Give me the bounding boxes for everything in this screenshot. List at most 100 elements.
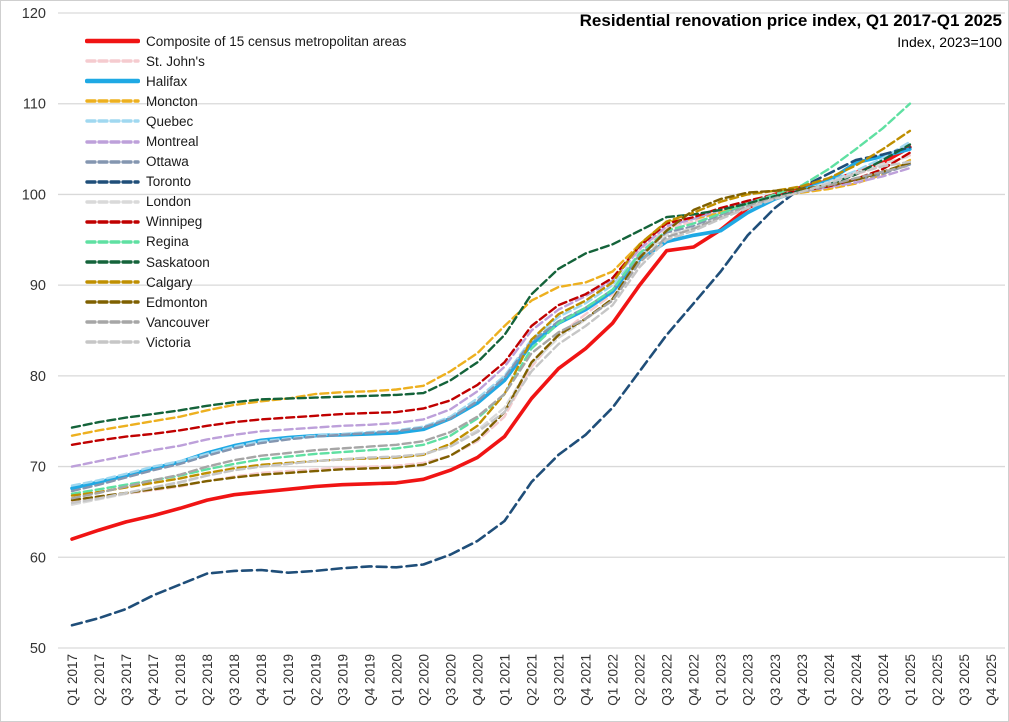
legend-item: Composite of 15 census metropolitan area… xyxy=(85,31,406,51)
legend-label: Saskatoon xyxy=(146,254,210,270)
x-tick-label: Q3 2018 xyxy=(227,654,242,706)
legend-item: Moncton xyxy=(85,91,406,111)
legend-line-icon xyxy=(85,139,140,144)
y-tick-label: 70 xyxy=(30,460,46,476)
legend-item: Ottawa xyxy=(85,152,406,172)
legend-label: Toronto xyxy=(146,174,192,190)
legend-line-icon xyxy=(85,340,140,345)
legend-item: Toronto xyxy=(85,172,406,192)
legend-line-icon xyxy=(85,119,140,124)
x-tick-label: Q3 2024 xyxy=(876,654,891,706)
y-tick-label: 50 xyxy=(30,641,46,657)
x-tick-label: Q1 2017 xyxy=(65,654,80,706)
x-tick-label: Q1 2020 xyxy=(389,654,404,706)
legend: Composite of 15 census metropolitan area… xyxy=(85,31,406,353)
legend-item: London xyxy=(85,192,406,212)
legend-item: Victoria xyxy=(85,332,406,352)
x-tick-label: Q3 2023 xyxy=(768,654,783,706)
x-tick-label: Q2 2017 xyxy=(92,654,107,706)
x-tick-label: Q4 2020 xyxy=(470,654,485,706)
x-tick-label: Q4 2021 xyxy=(579,654,594,706)
legend-item: Vancouver xyxy=(85,312,406,332)
x-tick-label: Q1 2025 xyxy=(903,654,918,706)
x-tick-label: Q2 2019 xyxy=(308,654,323,706)
x-tick-label: Q1 2019 xyxy=(281,654,296,706)
legend-label: Composite of 15 census metropolitan area… xyxy=(146,33,407,49)
legend-label: Winnipeg xyxy=(146,214,203,230)
legend-item: Halifax xyxy=(85,71,406,91)
legend-line-icon xyxy=(85,159,140,164)
x-tick-label: Q4 2025 xyxy=(984,654,999,706)
x-tick-label: Q4 2018 xyxy=(254,654,269,706)
legend-item: Montreal xyxy=(85,131,406,151)
x-tick-label: Q1 2023 xyxy=(714,654,729,706)
y-tick-label: 110 xyxy=(23,97,46,113)
x-tick-label: Q3 2019 xyxy=(335,654,350,706)
x-tick-label: Q2 2025 xyxy=(930,654,945,706)
x-tick-label: Q4 2017 xyxy=(146,654,161,706)
legend-line-icon xyxy=(85,59,140,63)
x-tick-label: Q3 2021 xyxy=(552,654,567,706)
x-tick-label: Q4 2023 xyxy=(795,654,810,706)
legend-label: London xyxy=(146,194,192,210)
legend-item: Calgary xyxy=(85,272,406,292)
legend-label: Moncton xyxy=(146,93,198,109)
legend-item: Winnipeg xyxy=(85,212,406,232)
x-tick-label: Q3 2022 xyxy=(660,654,675,706)
legend-item: Saskatoon xyxy=(85,252,406,272)
x-tick-label: Q2 2023 xyxy=(741,654,756,706)
x-tick-label: Q3 2020 xyxy=(443,654,458,706)
legend-label: Quebec xyxy=(146,113,194,129)
x-tick-label: Q1 2022 xyxy=(606,654,621,706)
legend-line-icon xyxy=(85,260,140,264)
y-tick-label: 100 xyxy=(22,187,46,203)
x-tick-label: Q2 2018 xyxy=(200,654,215,706)
y-tick-label: 80 xyxy=(30,369,46,385)
legend-label: Halifax xyxy=(146,73,188,89)
legend-line-icon xyxy=(85,99,140,104)
chart-title: Residential renovation price index, Q1 2… xyxy=(579,11,1002,30)
legend-item: Quebec xyxy=(85,111,406,131)
legend-item: Edmonton xyxy=(85,292,406,312)
x-tick-label: Q1 2021 xyxy=(497,654,512,706)
legend-label: Regina xyxy=(146,234,189,250)
legend-line-icon xyxy=(85,220,140,224)
x-tick-label: Q4 2022 xyxy=(687,654,702,706)
series-line-edmonton xyxy=(70,161,912,502)
x-tick-label: Q3 2025 xyxy=(957,654,972,706)
legend-line-icon xyxy=(85,200,140,204)
series-line-toronto xyxy=(70,146,912,627)
legend-label: Calgary xyxy=(146,274,193,290)
legend-line-icon xyxy=(85,300,140,304)
legend-item: Regina xyxy=(85,232,406,252)
x-tick-label: Q3 2017 xyxy=(119,654,134,706)
legend-line-icon xyxy=(85,320,140,325)
legend-label: Montreal xyxy=(146,134,199,150)
legend-line-icon xyxy=(85,78,140,84)
legend-label: Vancouver xyxy=(146,314,210,330)
legend-label: Ottawa xyxy=(146,154,189,170)
legend-line-icon xyxy=(85,38,140,44)
x-tick-label: Q1 2024 xyxy=(822,654,837,706)
chart-subtitle: Index, 2023=100 xyxy=(897,34,1002,50)
series-line-saskatoon xyxy=(70,143,912,429)
legend-label: Edmonton xyxy=(146,294,208,310)
legend-line-icon xyxy=(85,280,140,284)
title-block: Residential renovation price index, Q1 2… xyxy=(580,11,1002,50)
legend-label: Victoria xyxy=(146,334,191,350)
legend-line-icon xyxy=(85,180,140,184)
x-tick-label: Q2 2021 xyxy=(525,654,540,706)
x-tick-label: Q2 2020 xyxy=(416,654,431,706)
x-tick-label: Q2 2022 xyxy=(633,654,648,706)
x-tick-label: Q1 2018 xyxy=(173,654,188,706)
y-tick-label: 60 xyxy=(30,550,46,566)
y-tick-label: 90 xyxy=(30,278,46,294)
legend-item: St. John's xyxy=(85,51,406,71)
x-tick-label: Q2 2024 xyxy=(849,654,864,706)
legend-line-icon xyxy=(85,240,140,244)
y-tick-label: 120 xyxy=(22,6,46,22)
legend-label: St. John's xyxy=(146,53,205,69)
x-tick-label: Q4 2019 xyxy=(362,654,377,706)
